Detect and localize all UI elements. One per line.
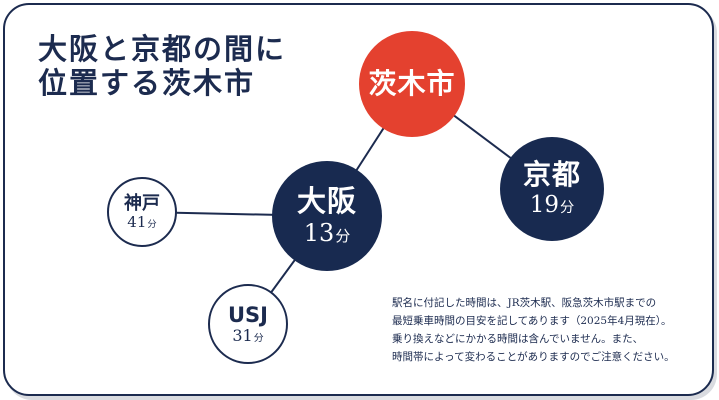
- node-usj-time: 31分: [232, 325, 264, 345]
- node-usj-unit: 分: [253, 332, 264, 344]
- title-line-1: 大阪と京都の間に: [38, 32, 287, 66]
- footnote-line-1: 駅名に付記した時間は、JR茨木駅、阪急茨木市駅までの: [392, 297, 657, 309]
- footnote: 駅名に付記した時間は、JR茨木駅、阪急茨木市駅までの 最短乗車時間の目安を記して…: [392, 294, 692, 366]
- node-kyoto-minutes: 19: [529, 191, 559, 218]
- node-ibaraki-name: 茨木市: [368, 66, 456, 100]
- node-ibaraki: 茨木市: [359, 31, 465, 137]
- node-kobe: 神戸 41分: [107, 177, 177, 247]
- node-usj: USJ 31分: [208, 284, 288, 364]
- node-kyoto: 京都 19分: [500, 137, 604, 241]
- node-kyoto-time: 19分: [529, 191, 575, 218]
- node-kobe-unit: 分: [147, 218, 157, 230]
- node-usj-minutes: 31: [232, 325, 253, 345]
- footnote-line-4: 時間帯によって変わることがありますのでご注意ください。: [392, 351, 675, 363]
- page-title: 大阪と京都の間に 位置する茨木市: [38, 32, 286, 100]
- node-kyoto-name: 京都: [522, 157, 581, 191]
- node-kobe-time: 41分: [127, 212, 157, 231]
- node-kyoto-unit: 分: [560, 199, 575, 216]
- node-osaka-minutes: 13: [303, 218, 335, 247]
- node-osaka-unit: 分: [335, 226, 351, 245]
- node-osaka-name: 大阪: [296, 183, 357, 218]
- footnote-line-2: 最短乗車時間の目安を記してあります（2025年4月現在）。: [392, 315, 672, 327]
- node-kobe-name: 神戸: [124, 192, 160, 214]
- node-osaka-time: 13分: [304, 220, 350, 246]
- title-line-2: 位置する茨木市: [38, 66, 256, 100]
- node-kobe-minutes: 41: [127, 212, 147, 231]
- node-osaka: 大阪 13分: [272, 161, 382, 271]
- footnote-line-3: 乗り換えなどにかかる時間は含んでいません。また、: [392, 333, 644, 345]
- node-usj-name: USJ: [228, 302, 268, 327]
